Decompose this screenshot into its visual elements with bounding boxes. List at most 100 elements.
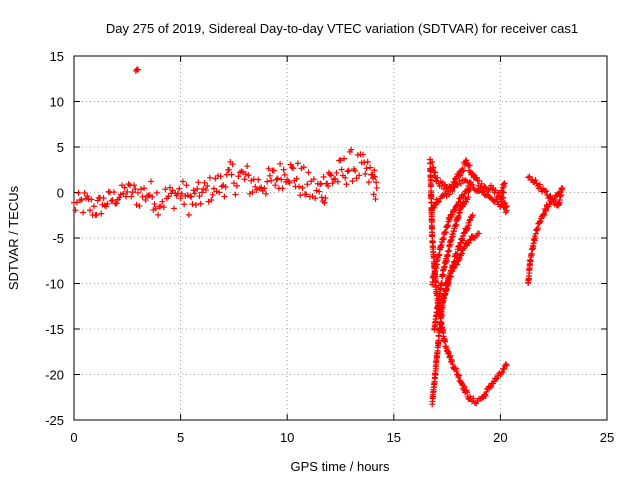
data-point (449, 211, 456, 218)
data-point (116, 194, 123, 201)
x-tick-label: 5 (177, 430, 184, 445)
data-point (451, 184, 458, 191)
data-point (454, 181, 461, 188)
data-point (264, 178, 271, 185)
data-point (373, 179, 380, 186)
data-point (248, 177, 255, 184)
data-point (456, 209, 463, 216)
data-point (441, 181, 448, 188)
data-point (105, 188, 112, 195)
data-point (72, 207, 79, 214)
data-point (429, 158, 436, 165)
data-point (147, 178, 154, 185)
data-point (81, 189, 88, 196)
data-point (428, 199, 435, 206)
data-point (300, 164, 307, 171)
data-point (328, 172, 335, 179)
data-point (467, 236, 474, 243)
data-point (466, 162, 473, 169)
data-point (255, 176, 262, 183)
data-point (189, 201, 196, 208)
x-axis-label: GPS time / hours (291, 459, 390, 474)
data-point (337, 157, 344, 164)
data-point (274, 175, 281, 182)
data-point (464, 225, 471, 232)
data-point (195, 179, 202, 186)
data-point (470, 395, 477, 402)
data-point (457, 180, 464, 187)
data-point (320, 174, 327, 181)
data-point (196, 193, 203, 200)
data-point (455, 372, 462, 379)
data-point (503, 362, 510, 369)
data-point (197, 200, 204, 207)
data-point (216, 189, 223, 196)
data-point (265, 165, 272, 172)
data-point (86, 207, 93, 214)
data-point (466, 237, 473, 244)
data-point (533, 180, 540, 187)
data-point (191, 190, 198, 197)
data-point (547, 192, 554, 199)
data-point (371, 173, 378, 180)
data-point (483, 388, 490, 395)
data-point (266, 172, 273, 179)
y-tick-label: 5 (57, 140, 64, 155)
data-point (133, 201, 140, 208)
data-point (452, 364, 459, 371)
data-point (503, 207, 510, 214)
x-tick-label: 20 (493, 430, 507, 445)
data-point (532, 177, 539, 184)
data-point (437, 319, 444, 326)
data-point (432, 169, 439, 176)
data-point (279, 185, 286, 192)
data-point (342, 174, 349, 181)
y-tick-label: 10 (50, 95, 64, 110)
data-point (447, 352, 454, 359)
plot-frame (73, 55, 608, 421)
data-point (476, 230, 483, 237)
data-point (356, 172, 363, 179)
data-point (332, 175, 339, 182)
data-point (343, 181, 350, 188)
data-point (287, 161, 294, 168)
data-point (540, 211, 547, 218)
data-point (443, 286, 450, 293)
data-point (362, 170, 369, 177)
data-point (226, 166, 233, 173)
data-point (188, 193, 195, 200)
data-point (159, 198, 166, 205)
data-point (210, 185, 217, 192)
data-point (482, 393, 489, 400)
data-point (526, 173, 533, 180)
data-point (194, 185, 201, 192)
data-point (480, 188, 487, 195)
y-tick-label: -5 (52, 231, 64, 246)
data-point (277, 160, 284, 167)
data-point (262, 190, 269, 197)
data-point (353, 175, 360, 182)
data-point (466, 217, 473, 224)
data-point (433, 264, 440, 271)
data-point (371, 167, 378, 174)
data-point (497, 203, 504, 210)
data-point (469, 181, 476, 188)
data-point (179, 178, 186, 185)
data-point (449, 188, 456, 195)
data-point (459, 250, 466, 257)
data-point (157, 203, 164, 210)
data-point (500, 181, 507, 188)
data-point (462, 388, 469, 395)
data-point (134, 66, 141, 73)
data-point (153, 189, 160, 196)
data-point (121, 184, 128, 191)
data-point (221, 193, 228, 200)
data-point (134, 189, 141, 196)
data-point (249, 189, 256, 196)
data-point (434, 199, 441, 206)
data-point (373, 184, 380, 191)
data-point (341, 155, 348, 162)
data-point (297, 192, 304, 199)
data-point (345, 167, 352, 174)
